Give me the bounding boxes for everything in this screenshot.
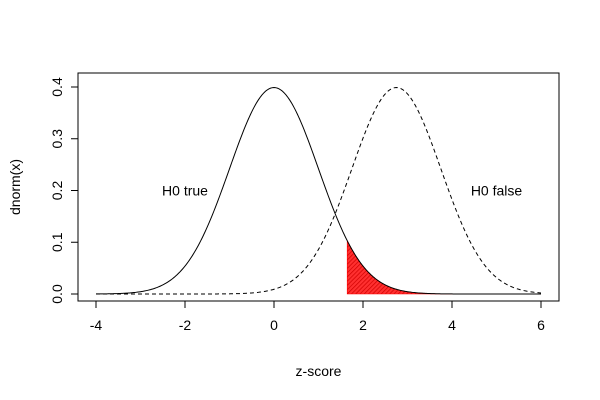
- y-tick-label: 0.2: [49, 181, 65, 201]
- x-tick-label: 0: [270, 317, 278, 333]
- y-tick-label: 0.3: [49, 129, 65, 149]
- series-line-1: [96, 87, 542, 295]
- y-tick-label: 0.4: [49, 77, 65, 97]
- x-axis-label: z-score: [296, 363, 342, 379]
- x-tick-label: 6: [537, 317, 545, 333]
- x-tick-label: -2: [179, 317, 192, 333]
- annotation-label: H0 true: [162, 183, 208, 199]
- y-axis-label: dnorm(x): [7, 159, 23, 215]
- y-tick-label: 0.1: [49, 232, 65, 252]
- rejection-region: [346, 240, 541, 295]
- y-tick-label: 0.0: [49, 284, 65, 304]
- x-tick-label: 4: [448, 317, 456, 333]
- x-tick-label: -4: [90, 317, 103, 333]
- annotation-label: H0 false: [471, 183, 523, 199]
- x-tick-label: 2: [359, 317, 367, 333]
- series-line-0: [95, 87, 541, 295]
